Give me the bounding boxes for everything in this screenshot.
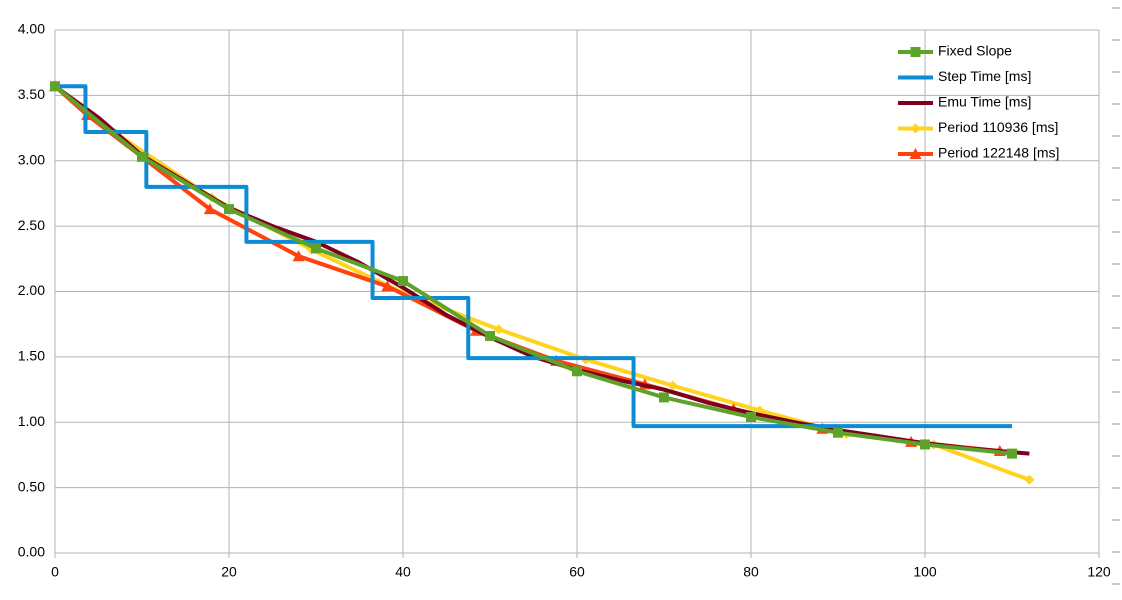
legend-label: Emu Time [ms] [938,94,1031,110]
marker [910,123,921,134]
x-tick-label: 100 [913,564,937,580]
series [50,81,1017,459]
series-line [53,84,1013,456]
y-tick-label: 1.00 [18,413,45,429]
marker [381,280,394,292]
x-tick-label: 0 [51,564,59,580]
marker [485,330,495,341]
marker [910,47,921,57]
x-tick-label: 20 [221,564,237,580]
series [53,84,1030,456]
y-tick-label: 3.00 [18,151,45,167]
x-tick-label: 40 [395,564,411,580]
marker [1024,474,1035,485]
series-line [53,84,1001,454]
marker [667,380,678,391]
legend-label: Fixed Slope [938,43,1012,59]
legend-label: Period 110936 [ms] [938,119,1058,135]
marker [311,243,321,254]
marker [137,151,147,162]
series-line [53,84,1030,456]
x-tick-label: 120 [1087,564,1111,580]
marker [224,204,234,215]
y-tick-label: 1.50 [18,348,45,364]
marker [203,203,216,215]
marker [833,427,843,438]
y-tick-label: 4.00 [18,21,45,37]
marker [1007,448,1017,459]
marker [746,412,756,423]
marker [572,366,582,377]
x-tick-label: 80 [743,564,759,580]
marker [659,392,669,403]
y-tick-label: 2.50 [18,217,45,233]
x-tick-label: 60 [569,564,585,580]
marker [50,81,60,92]
legend-label: Period 122148 [ms] [938,145,1059,161]
marker [920,439,930,450]
y-tick-label: 3.50 [18,86,45,102]
marker [398,276,408,287]
series [49,80,1006,457]
marker [909,148,922,159]
series-line [53,84,1031,482]
marker [493,324,504,335]
y-tick-label: 0.00 [18,544,45,560]
series-line [55,84,1012,429]
marker [292,250,305,262]
y-tick-label: 2.00 [18,282,45,298]
legend-label: Step Time [ms] [938,68,1031,84]
side-ruler [1112,7,1120,585]
y-tick-label: 0.50 [18,478,45,494]
series [55,84,1012,429]
